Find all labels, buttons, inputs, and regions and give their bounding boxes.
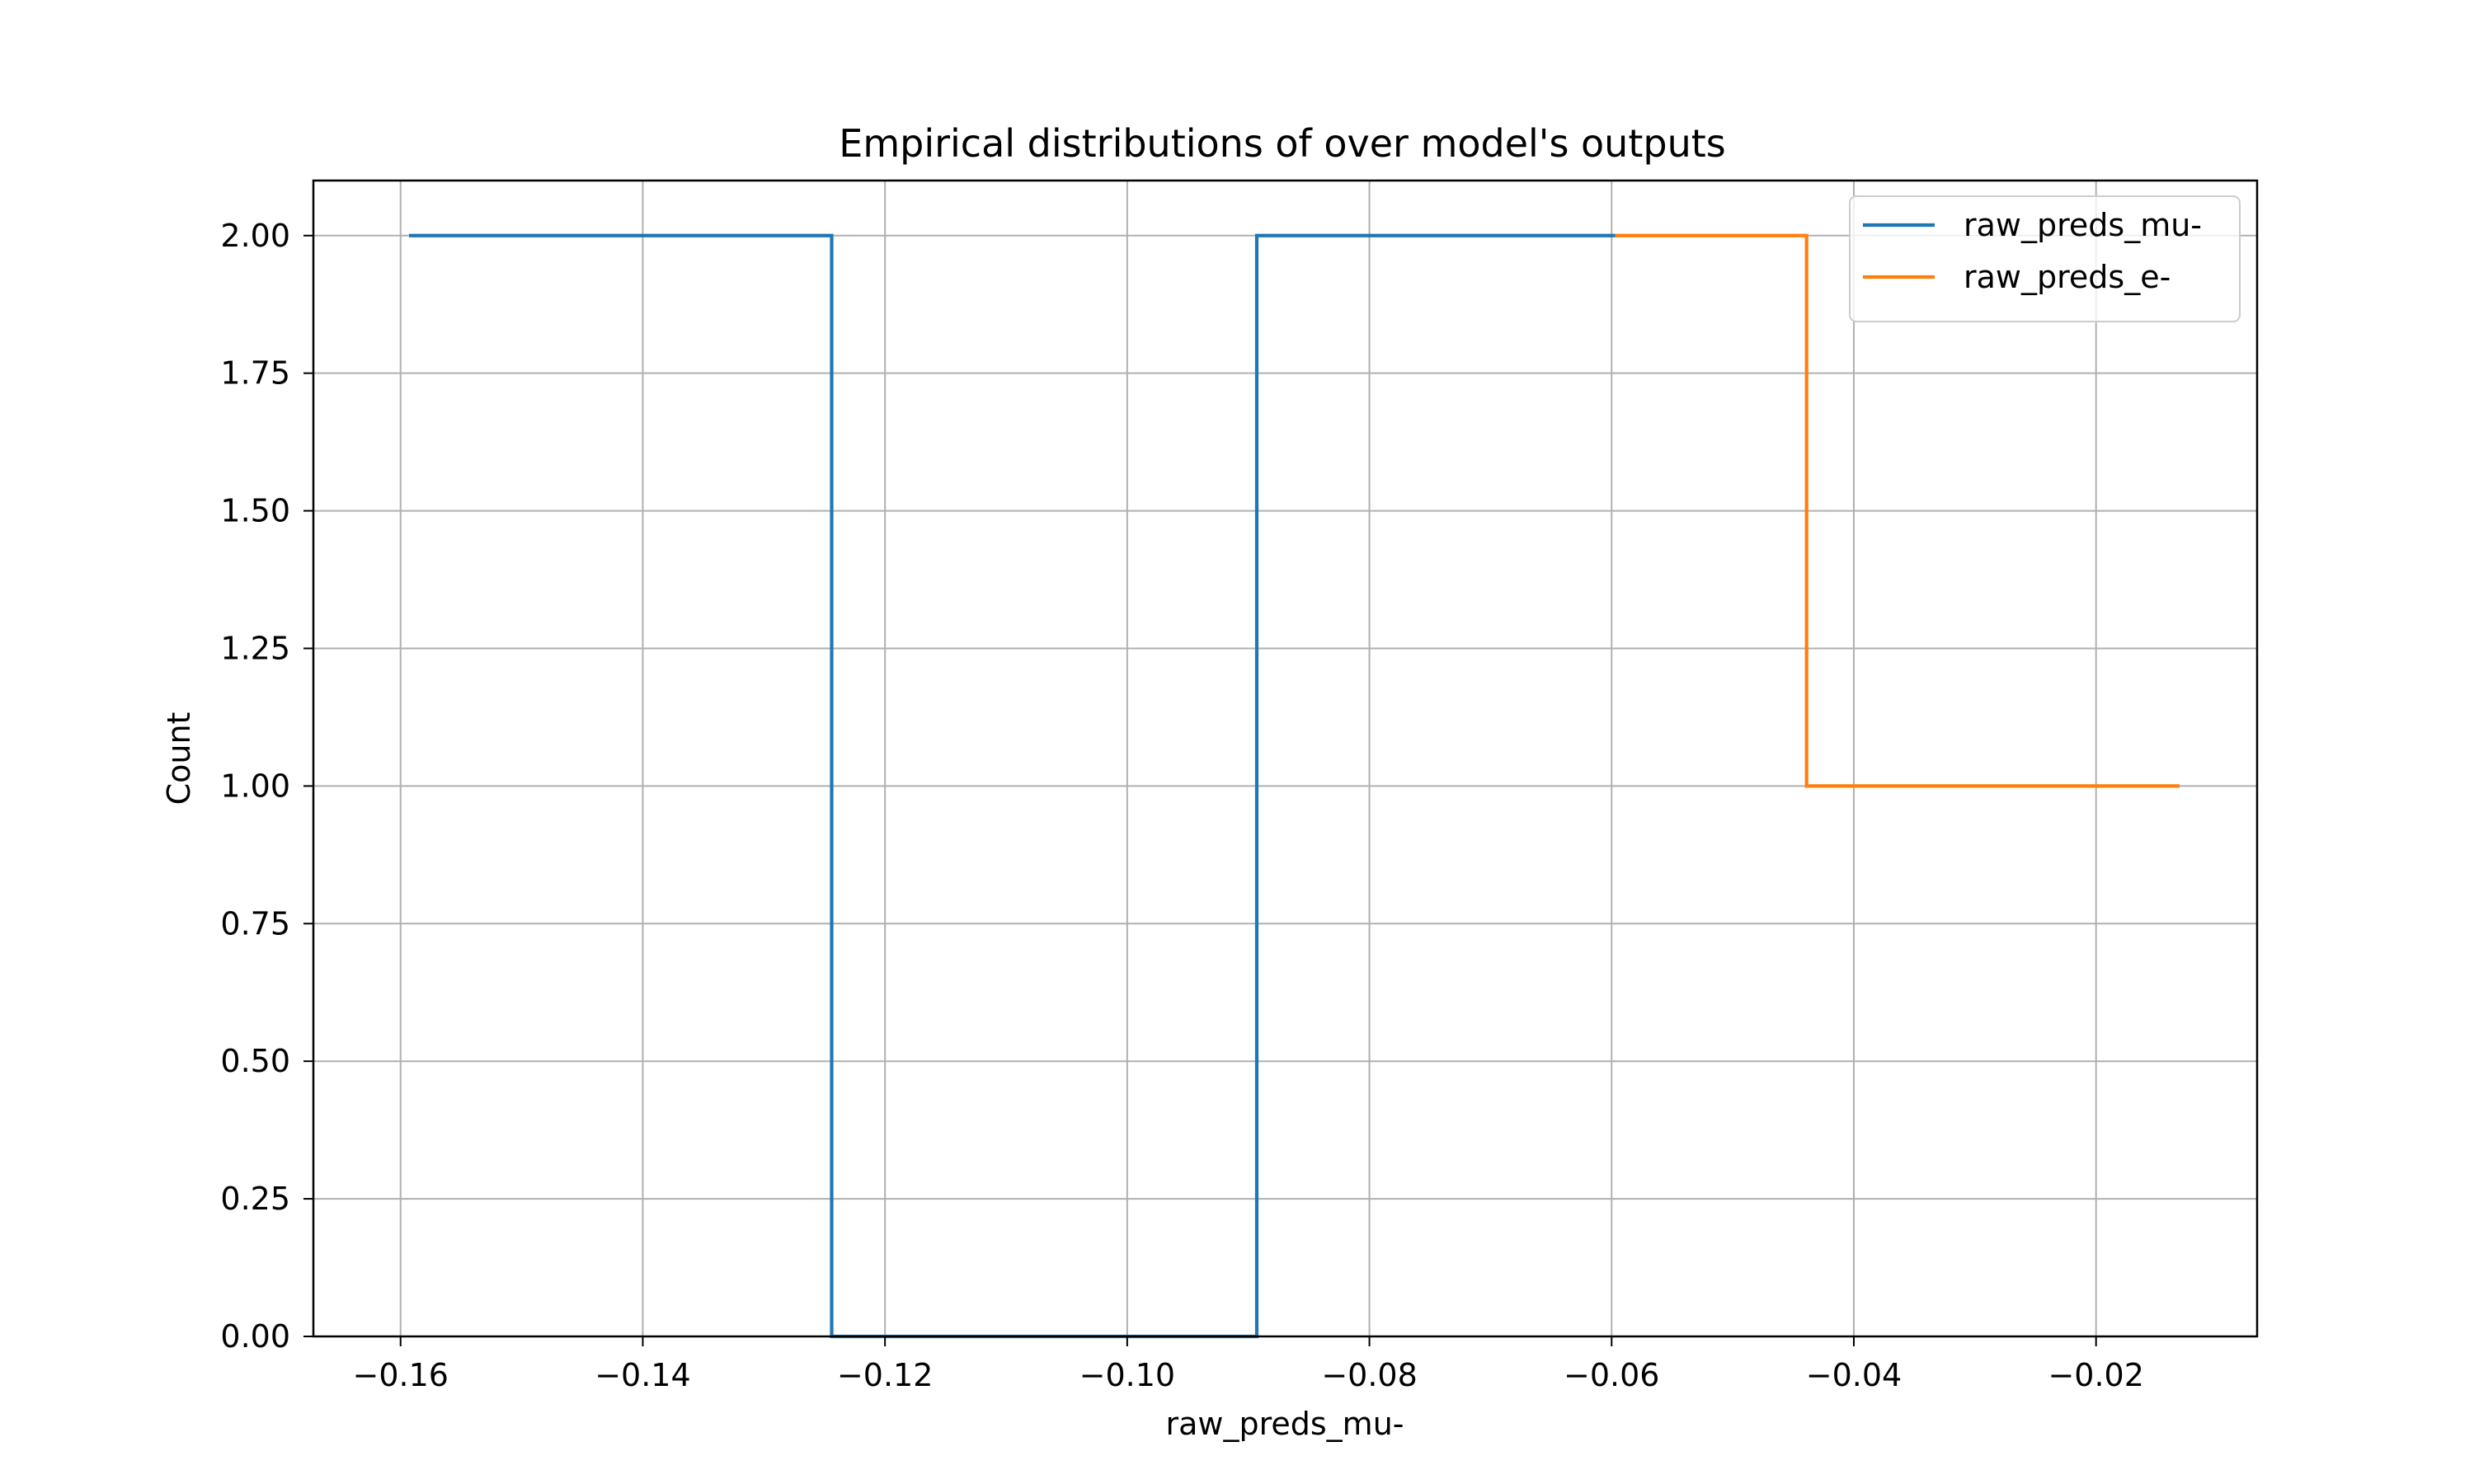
x-tick-label: −0.08	[1321, 1357, 1417, 1393]
legend: raw_preds_mu-raw_preds_e-	[1849, 195, 2241, 322]
legend-box	[1849, 195, 2241, 322]
y-tick-label: 1.75	[220, 355, 290, 392]
y-tick-label: 0.25	[220, 1181, 290, 1217]
y-tick-label: 0.00	[220, 1318, 290, 1355]
legend-label-0: raw_preds_mu-	[1964, 207, 2202, 243]
series-line-1	[1615, 233, 2180, 788]
grid	[313, 181, 2257, 1337]
x-tick-label: −0.10	[1079, 1357, 1175, 1393]
plot-frame	[312, 179, 2259, 1338]
legend-label-1: raw_preds_e-	[1964, 259, 2171, 295]
y-tick-label: 0.50	[220, 1043, 290, 1079]
chart-title: Empirical distributions of over model's …	[839, 121, 1725, 166]
y-tick-label: 0.75	[220, 905, 290, 942]
y-tick-label: 1.25	[220, 630, 290, 666]
x-tick-label: −0.06	[1564, 1357, 1659, 1393]
x-tick-label: −0.14	[595, 1357, 690, 1393]
x-tick-label: −0.02	[2048, 1357, 2143, 1393]
x-tick-label: −0.04	[1806, 1357, 1902, 1393]
x-axis-label: raw_preds_mu-	[1165, 1406, 1404, 1442]
y-axis: 0.00 0.25 0.50 0.75 1.00 1.25 1.50 1.75 2.00	[220, 218, 313, 1355]
y-tick-label: 1.00	[220, 768, 290, 804]
y-axis-label: Count	[161, 712, 197, 805]
x-tick-label: −0.12	[837, 1357, 933, 1393]
y-tick-label: 1.50	[220, 493, 290, 529]
x-tick-label: −0.16	[353, 1357, 449, 1393]
y-tick-label: 2.00	[220, 218, 290, 254]
x-axis: −0.16 −0.14 −0.12 −0.10 −0.08 −0.06 −0.04 −0.02	[353, 1336, 2144, 1393]
